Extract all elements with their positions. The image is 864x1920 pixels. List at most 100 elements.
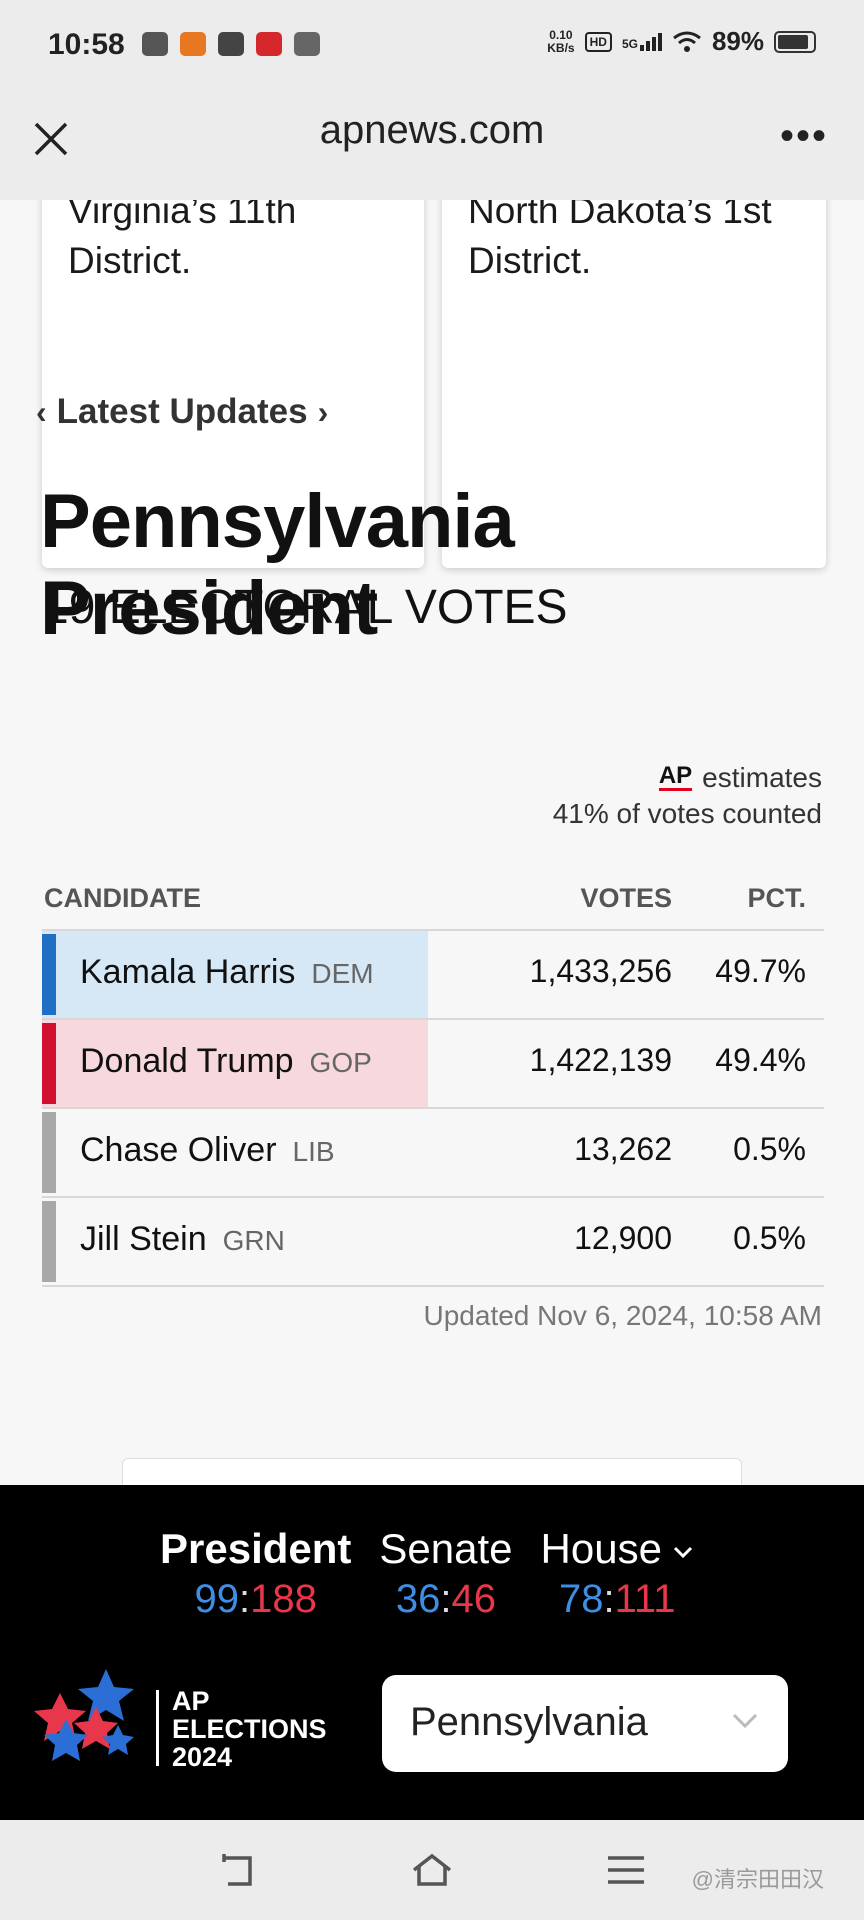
race-title: Pennsylvania President — [40, 479, 515, 651]
rep-count: 111 — [614, 1577, 676, 1621]
page-content: U.S. House in Virginia’s 11th District. … — [0, 200, 864, 1485]
network-speed-unit: KB/s — [547, 40, 575, 55]
browser-toolbar: apnews.com ••• — [0, 92, 864, 200]
status-time: 10:58 — [48, 28, 125, 61]
candidate-name-text: Chase Oliver — [80, 1131, 277, 1169]
menu-icon[interactable] — [604, 1850, 648, 1890]
race-tabs: President 99:188 Senate 36:46 House 78:1… — [160, 1525, 694, 1622]
state-select[interactable]: Pennsylvania — [382, 1675, 788, 1772]
candidate-name-text: Donald Trump — [80, 1042, 294, 1080]
url-display[interactable]: apnews.com — [319, 108, 545, 152]
wechat-icon — [142, 32, 168, 56]
tab-label-text: House — [540, 1525, 662, 1572]
votes-counted: 41% of votes counted — [552, 798, 822, 829]
tab-president[interactable]: President 99:188 — [160, 1525, 351, 1622]
table-row: Kamala Harris DEM 1,433,256 49.7% — [42, 931, 824, 1020]
related-race-card[interactable]: U.S. House in Virginia’s 11th District. — [42, 200, 424, 568]
more-menu-button[interactable]: ••• — [779, 114, 828, 158]
chevron-right-icon[interactable]: › — [317, 393, 329, 430]
seat-counts: 36:46 — [395, 1577, 497, 1621]
ap-estimates: AP estimates — [658, 762, 822, 794]
candidate-votes: 13,262 — [574, 1131, 672, 1167]
weibo-icon — [218, 32, 244, 56]
candidate-pct: 0.5% — [733, 1220, 806, 1256]
seat-counts: 78:111 — [559, 1577, 676, 1621]
state-select-value: Pennsylvania — [410, 1700, 648, 1744]
candidate-name-text: Jill Stein — [80, 1220, 207, 1258]
dem-count: 99 — [194, 1577, 240, 1621]
rep-count: 188 — [250, 1577, 317, 1621]
updated-timestamp: Updated Nov 6, 2024, 10:58 AM — [423, 1300, 823, 1331]
tab-house[interactable]: House 78:111 — [541, 1525, 694, 1622]
ap-elections-stars-logo — [34, 1669, 134, 1761]
candidate-pct: 49.4% — [715, 1042, 806, 1078]
chevron-left-icon[interactable]: ‹ — [36, 393, 47, 430]
candidate-pct: 0.5% — [733, 1131, 806, 1167]
hd-badge: HD — [584, 31, 612, 52]
results-table: CANDIDATE VOTES PCT. Kamala Harris DEM 1,4… — [42, 865, 824, 1287]
tv-app-icon — [294, 32, 320, 56]
logo-line: AP — [172, 1686, 210, 1716]
signal-label: 5G — [621, 36, 638, 51]
ap-logo-icon: AP — [658, 762, 693, 791]
table-row: Jill Stein GRN 12,900 0.5% — [42, 1198, 824, 1287]
watermark: @清宗田田汉 — [691, 1867, 824, 1892]
row-highlight — [42, 1020, 428, 1107]
back-icon[interactable] — [218, 1850, 262, 1890]
network-speed: 0.10 KB/s — [547, 27, 575, 55]
chevron-down-icon[interactable] — [672, 1545, 694, 1559]
dem-count: 36 — [395, 1577, 441, 1621]
chevron-down-icon — [732, 1713, 758, 1729]
party-color-stripe — [42, 934, 56, 1015]
party-color-stripe — [42, 1112, 56, 1193]
candidate-name: Chase Oliver LIB — [80, 1131, 335, 1170]
elections-bar: President 99:188 Senate 36:46 House 78:1… — [0, 1485, 864, 1820]
close-icon[interactable] — [28, 116, 74, 162]
candidate-pct: 49.7% — [715, 953, 806, 989]
candidate-party: GRN — [222, 1225, 285, 1256]
table-header: CANDIDATE VOTES PCT. — [42, 865, 824, 931]
row-highlight — [42, 931, 428, 1018]
candidate-party: LIB — [292, 1136, 335, 1167]
candidate-party: GOP — [309, 1047, 372, 1078]
tab-label: Senate — [379, 1525, 513, 1572]
tab-label: House — [541, 1525, 694, 1573]
party-color-stripe — [42, 1201, 56, 1282]
status-indicators: 0.10 KB/s HD 5G 89% — [547, 26, 816, 57]
logo-line: ELECTIONS — [172, 1714, 327, 1744]
next-card — [122, 1458, 742, 1485]
battery-icon — [774, 30, 816, 53]
wifi-icon — [673, 31, 701, 52]
tab-label: President — [160, 1525, 352, 1572]
home-icon[interactable] — [410, 1850, 454, 1890]
candidate-name: Jill Stein GRN — [80, 1220, 285, 1259]
related-race-card[interactable]: to U.S. House in North Dakota’s 1st Dist… — [442, 200, 826, 568]
electoral-votes: 19 ELECTORAL VOTES — [42, 581, 568, 634]
candidate-votes: 12,900 — [574, 1220, 672, 1256]
rep-count: 46 — [451, 1577, 497, 1621]
system-nav-bar: @清宗田田汉 — [0, 1820, 864, 1920]
candidate-party: DEM — [311, 958, 374, 989]
tab-senate[interactable]: Senate 36:46 — [379, 1525, 512, 1622]
status-bar: 10:58 0.10 KB/s HD 5G 89% — [0, 0, 864, 92]
latest-updates-nav: ‹ Latest Updates › — [36, 392, 328, 432]
candidate-votes: 1,433,256 — [529, 953, 672, 989]
dem-count: 78 — [559, 1577, 604, 1621]
candidate-votes: 1,422,139 — [529, 1042, 672, 1078]
latest-updates-label[interactable]: Latest Updates — [56, 392, 308, 431]
candidate-name: Kamala Harris DEM — [80, 953, 374, 992]
party-color-stripe — [42, 1023, 56, 1104]
network-speed-value: 0.10 — [549, 27, 573, 42]
seat-counts: 99:188 — [194, 1577, 317, 1621]
table-row: Chase Oliver LIB 13,262 0.5% — [42, 1109, 824, 1198]
related-race-card-text: U.S. House in Virginia’s 11th District. — [68, 200, 297, 281]
candidate-name: Donald Trump GOP — [80, 1042, 372, 1081]
candidate-name-text: Kamala Harris — [80, 953, 296, 991]
header-candidate: CANDIDATE — [44, 883, 201, 913]
logo-line: 2024 — [172, 1742, 233, 1772]
ap-elections-logo-text: AP ELECTIONS 2024 — [172, 1687, 327, 1771]
app-notification-icon — [180, 32, 206, 56]
related-race-card-text: to U.S. House in North Dakota’s 1st Dist… — [468, 200, 772, 281]
battery-level — [778, 34, 809, 49]
header-pct: PCT. — [747, 883, 806, 913]
